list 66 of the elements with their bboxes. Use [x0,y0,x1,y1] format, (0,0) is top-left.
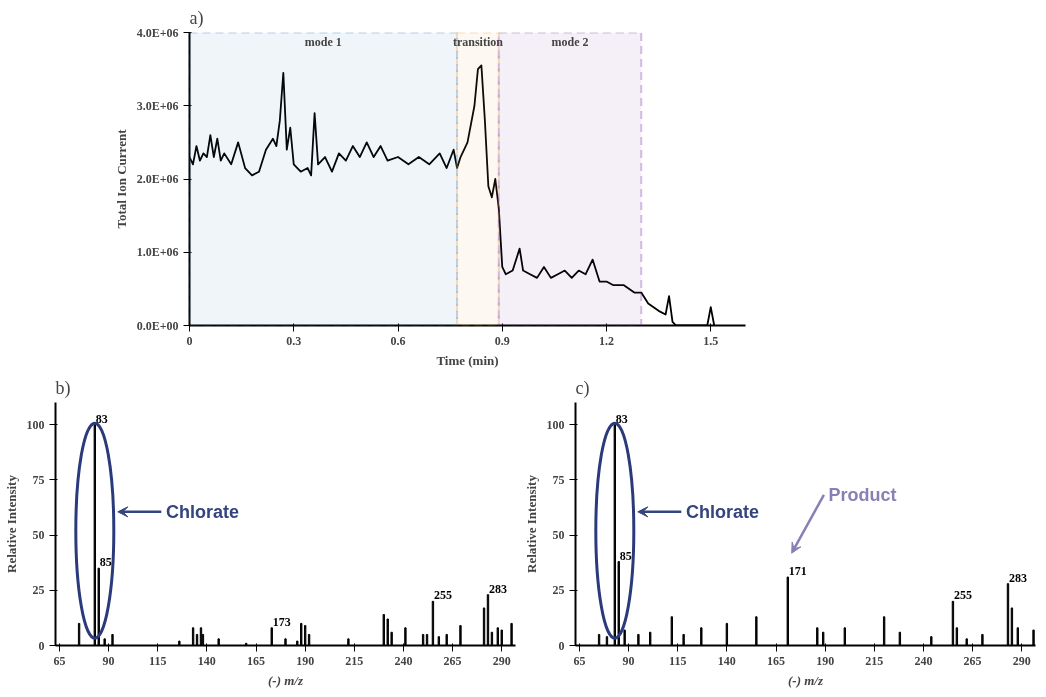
y-tick-label: 4.0E+06 [136,25,179,40]
x-tick-label: 140 [717,653,736,668]
band-label: transition [452,34,504,49]
x-tick-label: 65 [53,653,66,668]
x-tick-label: 190 [816,653,835,668]
x-tick-label: 290 [1012,653,1031,668]
y-axis-title: Relative Intensity [3,474,19,573]
y-tick-label: 50 [552,528,565,543]
x-tick-label: 165 [767,653,786,668]
annotation: 255 [953,588,972,603]
x-tick-label: 1.5 [703,333,719,348]
y-tick-label: 0.0E+00 [136,318,179,333]
annotation: Chlorate [685,501,759,522]
chart-title: c) [575,377,590,399]
x-tick-label: 165 [247,653,266,668]
y-tick-label: 75 [552,472,565,487]
y-axis-title: Relative Intensity [523,474,539,573]
y-axis-title: Total Ion Current [113,128,129,229]
annotation: 85 [619,548,632,563]
y-tick-label: 3.0E+06 [136,98,179,113]
x-tick-label: 90 [102,653,115,668]
x-tick-label: 0 [186,333,193,348]
x-tick-label: 290 [492,653,511,668]
band-label: mode 1 [304,34,342,49]
y-tick-label: 50 [32,528,45,543]
y-tick-label: 25 [552,583,565,598]
x-tick-label: 240 [914,653,933,668]
x-tick-label: 115 [149,653,167,668]
annotation: 173 [272,614,291,629]
annotation: Chlorate [165,501,239,522]
y-tick-label: 100 [26,417,45,432]
x-tick-label: 240 [394,653,413,668]
y-tick-label: 2.0E+06 [136,172,179,186]
y-tick-label: 1.0E+06 [136,245,179,260]
x-tick-label: 265 [443,653,462,668]
x-tick-label: 140 [197,653,216,668]
y-tick-label: 0 [558,638,565,653]
annotation: 171 [788,564,807,579]
x-tick-label: 115 [669,653,687,668]
chart-title: a) [189,7,204,29]
annotation: 255 [433,588,452,603]
annotation: 83 [95,411,108,426]
x-tick-label: 215 [865,653,884,668]
x-tick-label: 65 [573,653,586,668]
annotation: 83 [615,411,628,426]
annotation: 283 [1008,570,1027,585]
x-tick-label: 265 [963,653,982,668]
chart-title: b) [55,377,71,399]
x-tick-label: 0.6 [390,333,406,348]
annotation: 283 [488,581,507,596]
x-axis-title: Time (min) [436,352,499,368]
annotation: Product [828,484,897,505]
y-tick-label: 75 [32,472,45,487]
annotation: 85 [99,555,112,570]
x-tick-label: 1.2 [599,333,614,348]
y-tick-label: 0 [38,638,45,653]
x-tick-label: 90 [622,653,635,668]
y-tick-label: 25 [32,583,45,598]
y-tick-label: 100 [546,417,565,432]
x-tick-label: 0.9 [494,333,510,348]
x-tick-label: 0.3 [286,333,302,348]
band-label: mode 2 [551,34,589,49]
x-axis-title: (-) m/z [787,672,824,688]
x-axis-title: (-) m/z [267,672,304,688]
x-tick-label: 215 [345,653,364,668]
x-tick-label: 190 [296,653,315,668]
